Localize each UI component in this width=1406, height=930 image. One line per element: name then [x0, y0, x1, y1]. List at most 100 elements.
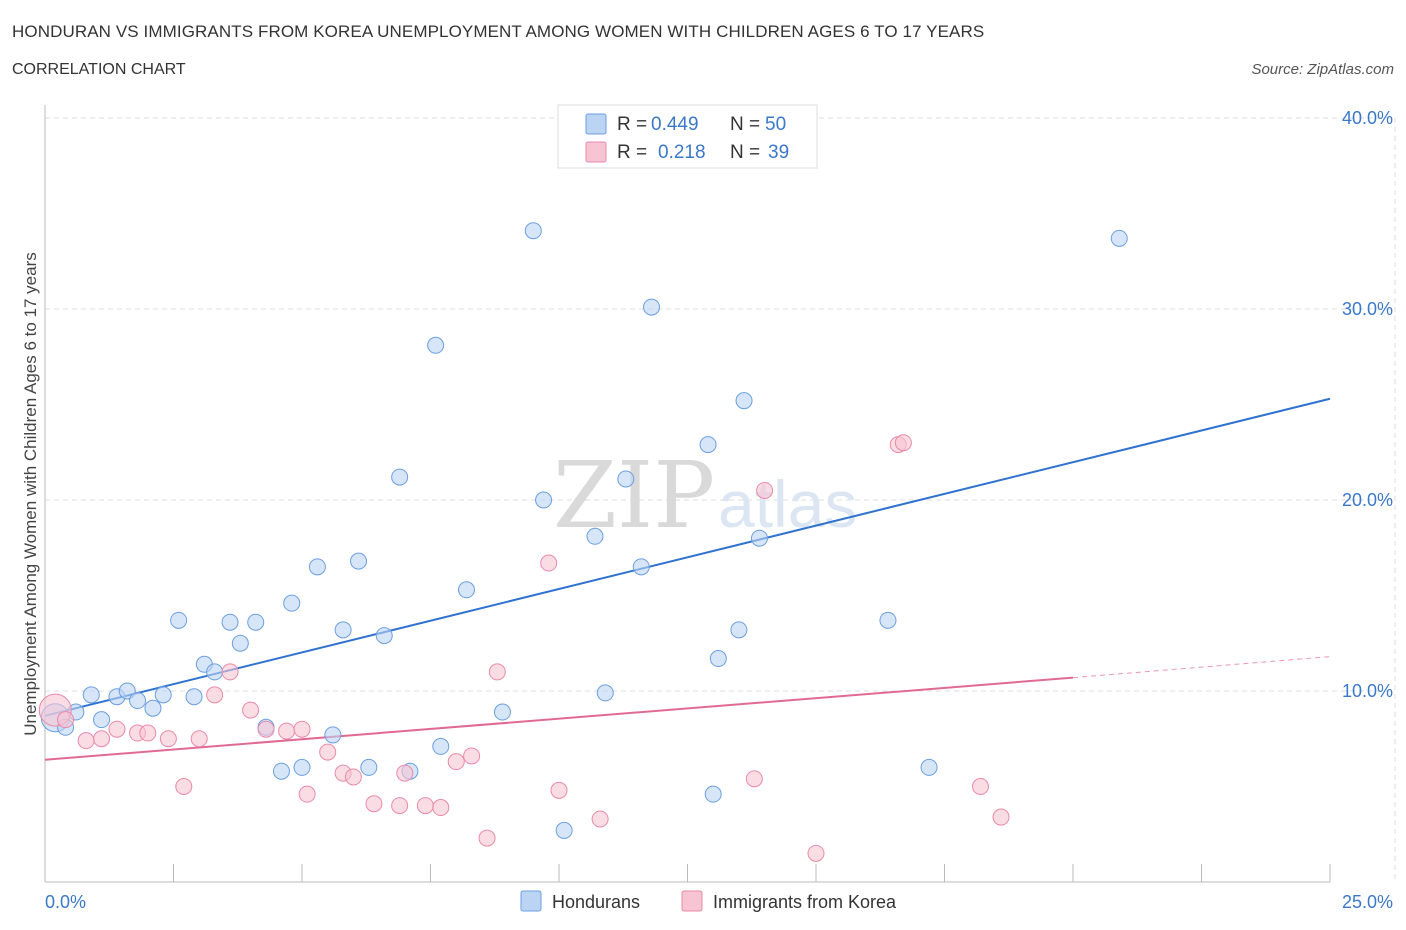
series-legend: Hondurans Immigrants from Korea	[520, 890, 897, 912]
point-korea-24	[432, 799, 450, 817]
point-korea-37	[971, 778, 989, 795]
point-korea-14	[278, 722, 296, 740]
point-korea-21	[391, 797, 409, 815]
point-korea-7	[159, 730, 177, 748]
point-korea-20	[365, 795, 383, 813]
point-honduran-32	[493, 703, 511, 721]
point-honduran-48	[920, 758, 938, 776]
point-honduran-46	[750, 529, 768, 547]
point-korea-15	[293, 720, 311, 738]
point-korea-23	[416, 797, 434, 815]
point-korea-31	[591, 810, 609, 828]
point-honduran-31	[457, 581, 475, 599]
point-honduran-43	[709, 650, 727, 668]
y-tick-label-40: 40.0%	[1342, 108, 1393, 128]
x-tick-labels: 0.0% 25.0%	[45, 892, 1393, 912]
watermark-zip: ZIP	[553, 442, 715, 549]
point-honduran-42	[704, 785, 722, 803]
x-tick-label-min: 0.0%	[45, 892, 86, 912]
point-honduran-14	[221, 613, 239, 631]
point-korea-34	[807, 844, 825, 862]
legend-r-label-2: R =	[617, 142, 647, 163]
point-honduran-15	[231, 634, 249, 652]
point-korea-2	[77, 732, 95, 750]
y-axis-label: Unemployment Among Women with Children A…	[21, 252, 40, 736]
point-honduran-27	[391, 468, 409, 486]
legend-label-hondurans: Hondurans	[552, 892, 640, 912]
point-korea-4	[108, 720, 126, 738]
point-korea-13	[257, 720, 275, 738]
point-korea-29	[540, 554, 558, 572]
point-korea-30	[550, 781, 568, 799]
point-honduran-21	[308, 558, 326, 576]
axes	[44, 105, 1331, 883]
point-honduran-8	[144, 699, 162, 717]
y-tick-label-10: 10.0%	[1342, 681, 1393, 701]
y-tick-label-20: 20.0%	[1342, 490, 1393, 510]
point-honduran-10	[170, 611, 188, 629]
legend-swatch-hondurans-bottom	[520, 890, 542, 912]
point-korea-11	[221, 663, 239, 681]
point-honduran-41	[699, 436, 717, 454]
trendline-honduran	[44, 397, 1331, 717]
point-honduran-36	[586, 527, 604, 545]
point-korea-26	[463, 747, 481, 765]
point-honduran-40	[643, 298, 661, 316]
point-honduran-45	[735, 392, 753, 410]
point-korea-28	[488, 663, 506, 681]
point-korea-17	[319, 743, 337, 761]
point-honduran-44	[730, 621, 748, 639]
point-honduran-22	[324, 726, 342, 744]
y-tick-label-30: 30.0%	[1342, 299, 1393, 319]
point-honduran-37	[596, 684, 614, 702]
point-korea-33	[756, 481, 774, 499]
legend-label-korea: Immigrants from Korea	[713, 892, 897, 912]
legend-swatch-korea-bottom	[681, 890, 703, 912]
legend-swatch-hondurans	[585, 113, 607, 135]
point-korea-1	[57, 711, 75, 729]
legend-n-value-2: 39	[768, 142, 789, 163]
legend-n-value-1: 50	[765, 114, 786, 135]
point-honduran-30	[432, 737, 450, 755]
point-honduran-26	[375, 627, 393, 645]
point-honduran-25	[360, 758, 378, 776]
chart-title: HONDURAN VS IMMIGRANTS FROM KOREA UNEMPL…	[12, 22, 985, 41]
point-honduran-4	[93, 711, 111, 729]
point-honduran-33	[524, 222, 542, 240]
point-korea-10	[206, 686, 224, 704]
point-honduran-7	[129, 692, 147, 710]
y-tick-labels: 10.0% 20.0% 30.0% 40.0%	[1342, 108, 1393, 701]
trendlines	[44, 397, 1331, 761]
watermark: ZIP atlas	[553, 442, 857, 549]
legend-n-label-2: N =	[730, 142, 760, 163]
legend-r-label-1: R =	[617, 114, 647, 135]
point-korea-8	[175, 778, 193, 795]
point-korea-3	[93, 730, 111, 748]
x-tick-label-max: 25.0%	[1342, 892, 1393, 912]
point-honduran-29	[427, 336, 445, 354]
point-honduran-38	[617, 470, 635, 488]
point-honduran-34	[535, 491, 553, 509]
point-honduran-9	[154, 686, 172, 704]
chart-subtitle: CORRELATION CHART	[12, 61, 186, 78]
trendline-korea	[44, 676, 1074, 761]
point-korea-38	[992, 808, 1010, 826]
point-honduran-19	[283, 594, 301, 612]
point-korea-9	[190, 730, 208, 748]
trendline-extension-korea	[1072, 656, 1331, 679]
point-honduran-24	[350, 552, 368, 570]
point-honduran-35	[555, 821, 573, 839]
point-honduran-49	[1110, 229, 1128, 247]
correlation-legend: R = 0.449 N = 50 R = 0.218 N = 39	[557, 104, 818, 169]
legend-r-value-1: 0.449	[651, 114, 699, 135]
point-honduran-3	[82, 686, 100, 704]
point-honduran-20	[293, 758, 311, 776]
legend-r-value-2: 0.218	[658, 142, 706, 163]
point-korea-22	[396, 764, 414, 782]
watermark-atlas: atlas	[718, 467, 857, 541]
point-honduran-39	[632, 558, 650, 576]
point-korea-12	[242, 701, 260, 719]
point-korea-32	[745, 770, 763, 788]
point-honduran-16	[247, 613, 265, 631]
